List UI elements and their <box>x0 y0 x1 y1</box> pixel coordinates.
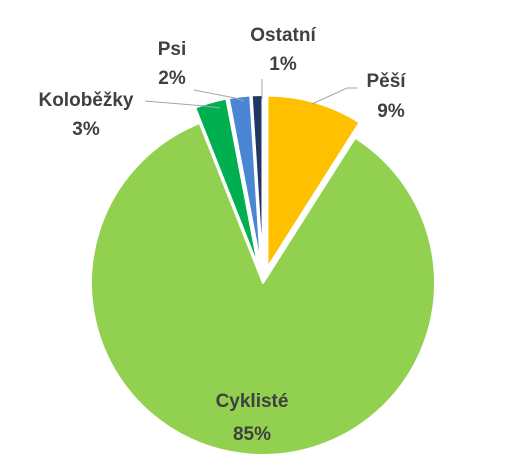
pie-slice-4 <box>227 94 262 269</box>
pie-slice-2 <box>89 122 436 456</box>
leader-line-psi <box>193 89 245 102</box>
slice-labels: Pěší 9% Cyklisté 85% Koloběžky 3% Psi 2%… <box>38 25 406 445</box>
slice-label-pesi: Pěší <box>366 71 406 92</box>
slice-value-kolobezky: 3% <box>72 119 100 140</box>
slice-value-cykliste: 85% <box>233 424 271 445</box>
slice-label-ostatni: Ostatní <box>250 25 316 46</box>
pie-slice-3 <box>194 97 260 269</box>
slice-label-cykliste: Cyklisté <box>216 391 289 412</box>
leader-lines <box>144 79 357 109</box>
leader-line-kolobezky <box>144 100 221 109</box>
slice-value-ostatni: 1% <box>269 54 297 75</box>
slice-label-psi: Psi <box>158 39 187 60</box>
slice-value-psi: 2% <box>158 68 186 89</box>
slice-value-pesi: 9% <box>377 101 405 122</box>
leader-line-pesi <box>311 87 357 105</box>
slice-label-kolobezky: Koloběžky <box>38 90 133 111</box>
